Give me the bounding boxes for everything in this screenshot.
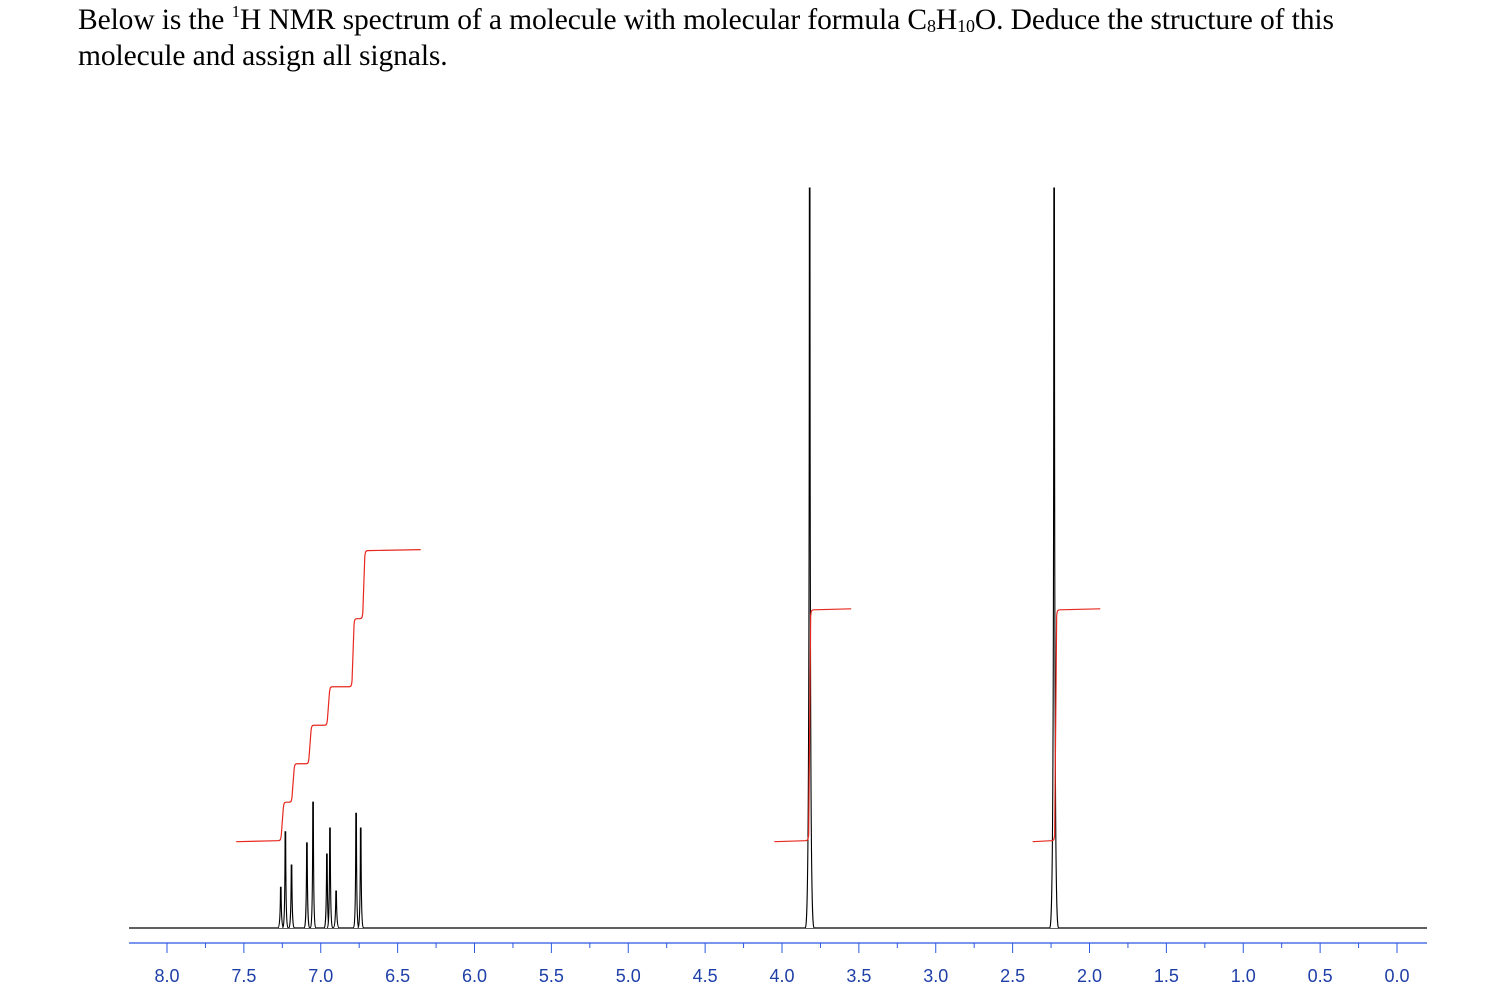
spectrum-peak-3 [303,842,311,929]
x-axis: 8.0 7.5 7.0 6.5 6.0 5.5 5.0 4.5 4.0 3.5 3.0 2.5 2.0 1… [129,942,1427,986]
integral-curve-0 [236,549,421,843]
question-line-1: Below is the 1H NMR spectrum of a molecu… [78,2,1458,38]
question-text-part: O. Deduce the structure of this [974,4,1334,36]
x-tick-label: 3.0 [923,966,948,986]
spectrum-peak-9 [357,827,365,929]
spectrum-peak-7 [332,890,340,929]
x-tick-label: 6.0 [462,966,487,986]
spectrum-peak-1 [282,831,289,929]
subscript-hydrogen-count: 10 [957,16,975,36]
spectrum-peak-8 [352,812,360,929]
x-tick-label: 7.0 [308,966,333,986]
spectrum-peak-11 [1049,187,1060,929]
integral-curve-2 [1032,608,1101,843]
question-text-part: H NMR spectrum of a molecule with molecu… [239,4,927,36]
x-tick-label: 5.0 [616,966,641,986]
x-tick-label: 0.5 [1308,966,1333,986]
x-tick-label: 0.0 [1384,966,1409,986]
peaks-layer [277,187,1060,929]
x-tick-label: 2.0 [1077,966,1102,986]
x-tick-label: 4.0 [769,966,794,986]
x-tick-label: 5.5 [539,966,564,986]
superscript-one: 1 [231,2,241,21]
x-tick-label: 6.5 [385,966,410,986]
x-tick-label: 8.0 [154,966,179,986]
subscript-carbon-count: 8 [926,16,936,36]
x-tick-label: 1.5 [1154,966,1179,986]
spectrum-peak-2 [288,864,295,929]
spectrum-peak-6 [326,827,334,929]
question-line-2: molecule and assign all signals. [78,40,448,72]
integrals-layer [236,549,1101,843]
spectrum-peak-0 [277,886,285,929]
x-tick-label: 2.5 [1000,966,1025,986]
x-tick-label: 1.0 [1231,966,1256,986]
question-text-part: Below is the [78,4,232,36]
x-tick-label: 4.5 [693,966,718,986]
spectrum-peak-4 [309,801,317,929]
x-tick-label: 7.5 [231,966,256,986]
formula-hydrogen: H [935,4,958,36]
spectrum-peak-10 [804,187,815,929]
integral-curve-1 [774,608,852,843]
x-tick-label: 3.5 [846,966,871,986]
question-text: Below is the 1H NMR spectrum of a molecu… [78,2,1458,74]
